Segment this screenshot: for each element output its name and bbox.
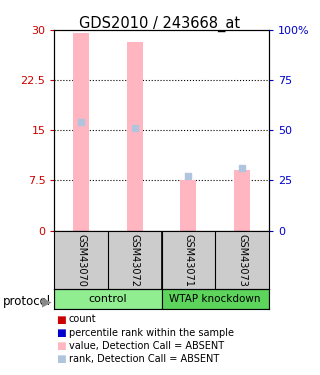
Text: ■: ■ [56, 354, 66, 364]
Text: protocol: protocol [3, 296, 51, 308]
Text: ■: ■ [56, 328, 66, 338]
Bar [73, 33, 89, 231]
Text: ■: ■ [56, 341, 66, 351]
Bar [180, 180, 196, 231]
Text: GSM43071: GSM43071 [183, 234, 193, 286]
Text: rank, Detection Call = ABSENT: rank, Detection Call = ABSENT [69, 354, 219, 364]
Text: GSM43073: GSM43073 [237, 234, 247, 286]
Bar [162, 289, 269, 309]
Text: ▶: ▶ [42, 296, 51, 308]
Text: control: control [89, 294, 127, 304]
Text: GSM43072: GSM43072 [130, 234, 140, 286]
Text: GSM43070: GSM43070 [76, 234, 86, 286]
Bar [54, 289, 162, 309]
Text: WTAP knockdown: WTAP knockdown [170, 294, 261, 304]
Text: count: count [69, 315, 96, 324]
Text: percentile rank within the sample: percentile rank within the sample [69, 328, 234, 338]
Bar [127, 42, 143, 231]
Bar [234, 170, 250, 231]
Text: value, Detection Call = ABSENT: value, Detection Call = ABSENT [69, 341, 224, 351]
Text: GDS2010 / 243668_at: GDS2010 / 243668_at [79, 16, 241, 32]
Text: ■: ■ [56, 315, 66, 324]
